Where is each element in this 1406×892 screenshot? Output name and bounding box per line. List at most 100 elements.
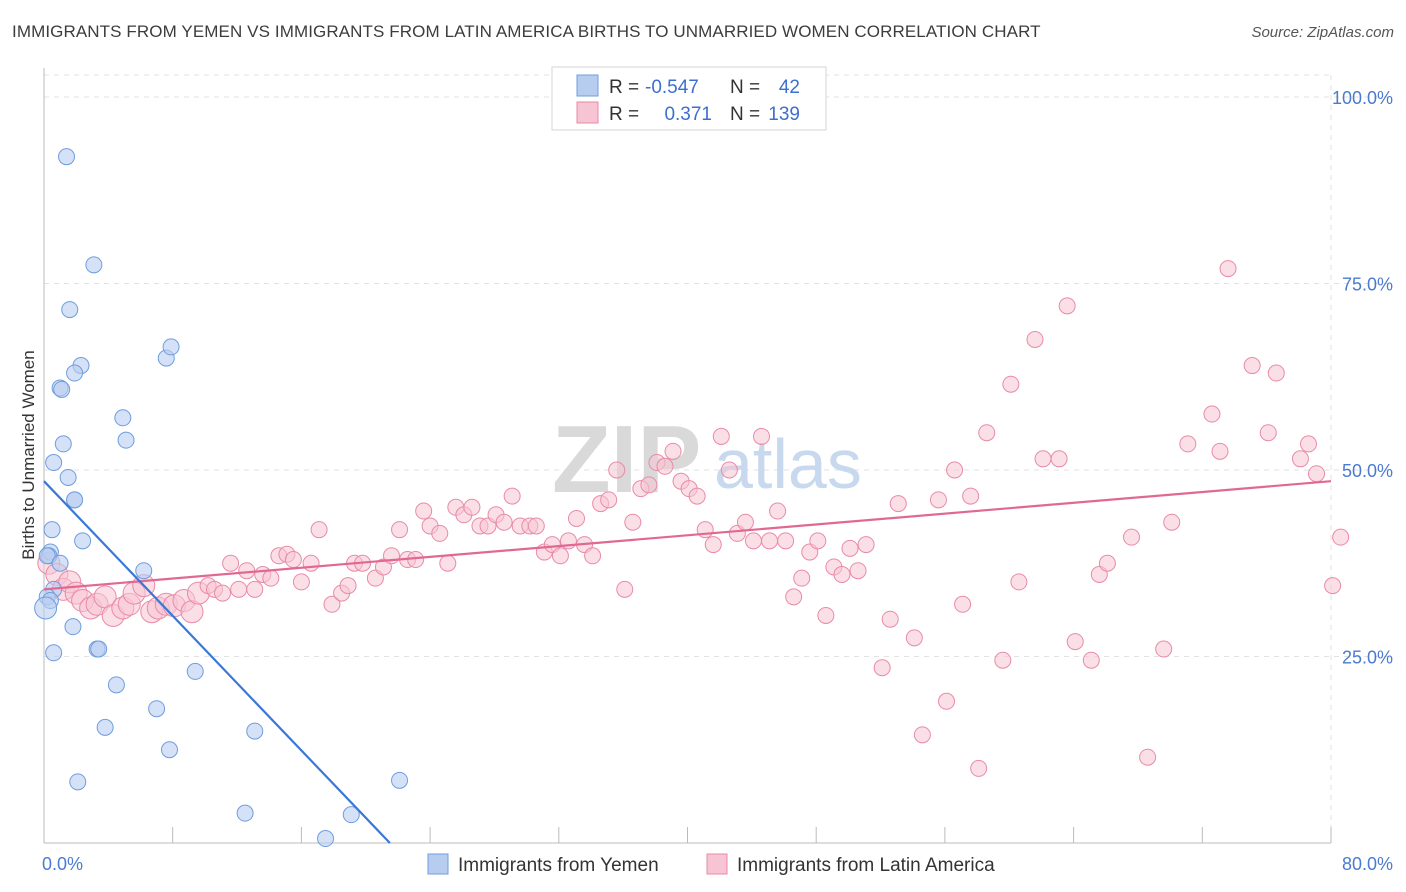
point-latin-america bbox=[1066, 633, 1084, 651]
point-latin-america bbox=[246, 580, 264, 598]
point-latin-america bbox=[978, 424, 996, 442]
point-latin-america bbox=[527, 517, 545, 535]
point-yemen bbox=[90, 640, 108, 658]
point-latin-america bbox=[841, 539, 859, 557]
point-yemen bbox=[160, 741, 178, 759]
point-latin-america bbox=[302, 554, 320, 572]
point-latin-america bbox=[1243, 357, 1261, 375]
series-latin-america bbox=[37, 260, 1350, 777]
point-yemen bbox=[45, 454, 63, 472]
point-yemen bbox=[391, 771, 409, 789]
point-latin-america bbox=[1308, 465, 1326, 483]
point-latin-america bbox=[833, 565, 851, 583]
point-latin-america bbox=[793, 569, 811, 587]
point-latin-america bbox=[736, 513, 754, 531]
point-latin-america bbox=[1082, 651, 1100, 669]
point-yemen bbox=[117, 431, 135, 449]
point-latin-america bbox=[1219, 260, 1237, 278]
point-latin-america bbox=[1098, 554, 1116, 572]
point-yemen bbox=[96, 718, 114, 736]
point-latin-america bbox=[712, 427, 730, 445]
tick-labels: 25.0% 50.0% 75.0% 100.0% 0.0% 80.0% bbox=[42, 88, 1393, 874]
bottom-legend-label-latam: Immigrants from Latin America bbox=[737, 855, 995, 876]
point-latin-america bbox=[439, 554, 457, 572]
point-yemen bbox=[66, 491, 84, 509]
point-yemen bbox=[51, 554, 69, 572]
chart-title: IMMIGRANTS FROM YEMEN VS IMMIGRANTS FROM… bbox=[12, 22, 1041, 41]
point-yemen bbox=[162, 338, 180, 356]
point-latin-america bbox=[1050, 450, 1068, 468]
point-latin-america bbox=[720, 461, 738, 479]
point-latin-america bbox=[1211, 442, 1229, 460]
point-latin-america bbox=[292, 573, 310, 591]
point-latin-america bbox=[640, 476, 658, 494]
point-latin-america bbox=[1139, 748, 1157, 766]
legend-r-value-yemen: -0.547 bbox=[645, 77, 699, 98]
x-tick-label: 0.0% bbox=[42, 854, 83, 874]
point-yemen bbox=[317, 830, 335, 848]
point-latin-america bbox=[238, 562, 256, 580]
point-latin-america bbox=[1034, 450, 1052, 468]
point-yemen bbox=[114, 409, 132, 427]
point-latin-america bbox=[284, 551, 302, 569]
series-yemen bbox=[34, 148, 409, 848]
y-tick-label: 75.0% bbox=[1342, 275, 1393, 295]
point-latin-america bbox=[1299, 435, 1317, 453]
point-yemen bbox=[236, 804, 254, 822]
point-latin-america bbox=[881, 610, 899, 628]
legend-n-label-latam: N = bbox=[730, 104, 760, 125]
point-yemen bbox=[34, 596, 58, 620]
point-latin-america bbox=[1291, 450, 1309, 468]
legend-swatch-yemen bbox=[576, 74, 599, 97]
y-tick-label: 100.0% bbox=[1332, 88, 1393, 108]
point-latin-america bbox=[1179, 435, 1197, 453]
point-yemen bbox=[69, 773, 87, 791]
point-latin-america bbox=[551, 547, 569, 565]
point-latin-america bbox=[1203, 405, 1221, 423]
point-yemen bbox=[38, 547, 56, 565]
point-latin-america bbox=[1332, 528, 1350, 546]
point-latin-america bbox=[1259, 424, 1277, 442]
point-latin-america bbox=[817, 606, 835, 624]
point-latin-america bbox=[584, 547, 602, 565]
legend-n-value-yemen: 42 bbox=[779, 77, 800, 98]
point-latin-america bbox=[262, 569, 280, 587]
point-latin-america bbox=[809, 532, 827, 550]
point-yemen bbox=[53, 380, 71, 398]
point-latin-america bbox=[415, 502, 433, 520]
point-latin-america bbox=[946, 461, 964, 479]
y-axis-title: Births to Unmarried Women bbox=[19, 350, 38, 559]
point-latin-america bbox=[222, 554, 240, 572]
point-latin-america bbox=[503, 487, 521, 505]
point-latin-america bbox=[970, 759, 988, 777]
point-latin-america bbox=[1002, 375, 1020, 393]
point-yemen bbox=[148, 700, 166, 718]
point-yemen bbox=[186, 662, 204, 680]
point-latin-america bbox=[704, 536, 722, 554]
point-latin-america bbox=[905, 629, 923, 647]
point-latin-america bbox=[913, 726, 931, 744]
point-yemen bbox=[54, 435, 72, 453]
point-latin-america bbox=[1324, 577, 1342, 595]
point-latin-america bbox=[664, 442, 682, 460]
y-tick-label: 25.0% bbox=[1342, 648, 1393, 668]
point-yemen bbox=[64, 618, 82, 636]
legend-swatch-latam bbox=[576, 101, 599, 124]
y-tick-label: 50.0% bbox=[1342, 461, 1393, 481]
point-yemen bbox=[66, 364, 84, 382]
point-latin-america bbox=[608, 461, 626, 479]
point-latin-america bbox=[431, 524, 449, 542]
correlation-legend: R = -0.547 N = 42 R = 0.371 N = 139 bbox=[551, 66, 827, 131]
legend-n-value-latam: 139 bbox=[768, 104, 800, 125]
point-latin-america bbox=[1123, 528, 1141, 546]
point-yemen bbox=[135, 562, 153, 580]
point-latin-america bbox=[785, 588, 803, 606]
watermark-zip: ZIP bbox=[552, 406, 701, 513]
trend-line-latin-america bbox=[43, 480, 1332, 591]
point-latin-america bbox=[616, 580, 634, 598]
point-yemen bbox=[246, 722, 264, 740]
point-latin-america bbox=[214, 584, 232, 602]
point-latin-america bbox=[624, 513, 642, 531]
point-yemen bbox=[58, 148, 76, 166]
